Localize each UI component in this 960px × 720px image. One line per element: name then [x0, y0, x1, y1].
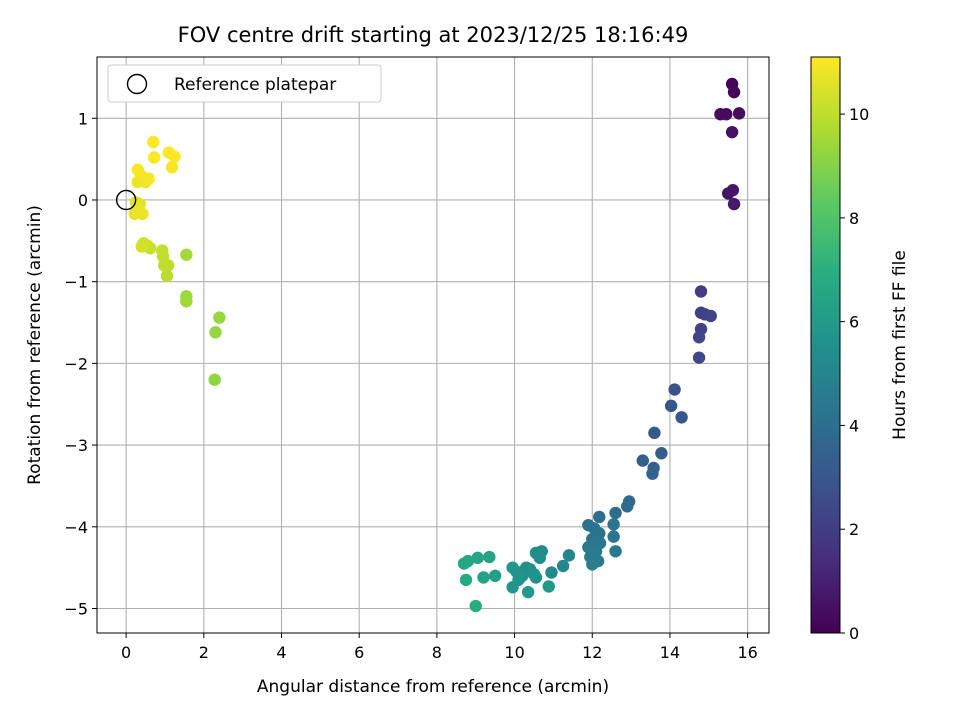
colorbar-tick-label: 6 [849, 313, 859, 332]
data-point [506, 561, 519, 574]
y-tick-label: 0 [78, 191, 88, 210]
data-point [488, 569, 502, 583]
data-point [147, 135, 160, 149]
colorbar: 0 2 4 6 8 10 Hours from first FF file [810, 56, 910, 643]
reference-point-marker [115, 189, 137, 211]
data-point [694, 285, 708, 298]
data-point [160, 269, 174, 283]
data-point [545, 566, 558, 579]
data-point [168, 150, 181, 163]
legend-open-circle-icon [126, 73, 148, 95]
data-point [459, 573, 473, 587]
colorbar-tick-label: 8 [849, 209, 859, 228]
colorbar-tick-label: 4 [849, 416, 859, 435]
x-tick-label: 12 [582, 643, 602, 662]
x-tick-label: 14 [660, 643, 680, 662]
data-point [720, 107, 733, 121]
data-point [165, 161, 179, 174]
data-point [147, 151, 161, 164]
data-point [180, 295, 193, 308]
data-point [213, 311, 226, 324]
x-tick-label: 8 [432, 643, 442, 662]
data-point [636, 454, 649, 467]
data-point [593, 510, 606, 524]
data-point [142, 172, 155, 185]
data-point [586, 558, 599, 571]
y-tick-label: −4 [64, 518, 88, 537]
x-tick-label: 16 [737, 643, 757, 662]
data-point [527, 567, 541, 581]
data-point [156, 244, 169, 257]
data-point [457, 557, 471, 570]
colorbar-ticks: 0 2 4 6 8 10 [840, 105, 869, 643]
x-tick-label: 0 [121, 643, 131, 662]
y-tick-label: −1 [64, 273, 88, 292]
grid [97, 57, 769, 633]
x-axis: 0 2 4 6 8 10 12 14 16 [121, 633, 758, 662]
data-point [704, 309, 717, 323]
data-point [131, 163, 144, 176]
legend-box [107, 64, 382, 103]
data-points [115, 77, 746, 613]
y-tick-label: −5 [64, 599, 88, 618]
data-point [725, 125, 739, 139]
x-tick-label: 4 [276, 643, 286, 662]
data-point [668, 383, 681, 396]
y-tick-label: −2 [64, 354, 88, 373]
data-point [469, 599, 482, 613]
data-point [506, 581, 519, 594]
colorbar-label: Hours from first FF file [890, 250, 910, 440]
data-point [732, 107, 746, 120]
data-point [477, 571, 490, 584]
data-point [521, 585, 535, 599]
plot-frame [96, 56, 770, 634]
data-point [209, 326, 222, 339]
data-point [607, 518, 620, 531]
y-axis-label: Rotation from reference (arcmin) [25, 205, 45, 485]
data-point [136, 207, 149, 221]
data-point [556, 559, 570, 573]
data-point [646, 467, 659, 480]
data-point [471, 551, 484, 565]
colorbar-gradient [810, 56, 841, 634]
data-point [692, 351, 706, 364]
data-point [609, 545, 622, 558]
data-point [542, 580, 555, 593]
data-point [648, 426, 661, 440]
data-point [180, 248, 193, 261]
legend: Reference platepar [107, 64, 382, 103]
x-tick-label: 6 [354, 643, 364, 662]
data-point [664, 399, 678, 413]
data-point [727, 197, 741, 211]
data-point [655, 447, 668, 460]
data-point [675, 411, 688, 424]
x-tick-label: 2 [199, 643, 209, 662]
y-axis: 1 0 −1 −2 −3 −4 −5 [64, 109, 97, 618]
data-point [727, 85, 741, 99]
data-point [135, 240, 148, 253]
colorbar-tick-label: 2 [849, 520, 859, 539]
colorbar-tick-label: 10 [849, 105, 869, 124]
data-point [562, 549, 576, 562]
data-point [533, 551, 547, 565]
y-tick-label: 1 [78, 109, 88, 128]
data-point [692, 331, 706, 344]
data-point [607, 530, 620, 543]
data-point [621, 500, 634, 513]
data-point [483, 550, 496, 564]
chart-title: FOV centre drift starting at 2023/12/25 … [178, 23, 689, 47]
data-point [609, 506, 622, 520]
colorbar-tick-label: 0 [849, 624, 859, 643]
y-tick-label: −3 [64, 436, 88, 455]
x-axis-label: Angular distance from reference (arcmin) [257, 677, 609, 697]
data-point [726, 183, 740, 197]
x-tick-label: 10 [504, 643, 524, 662]
legend-label: Reference platepar [174, 75, 336, 95]
data-point [208, 373, 221, 386]
